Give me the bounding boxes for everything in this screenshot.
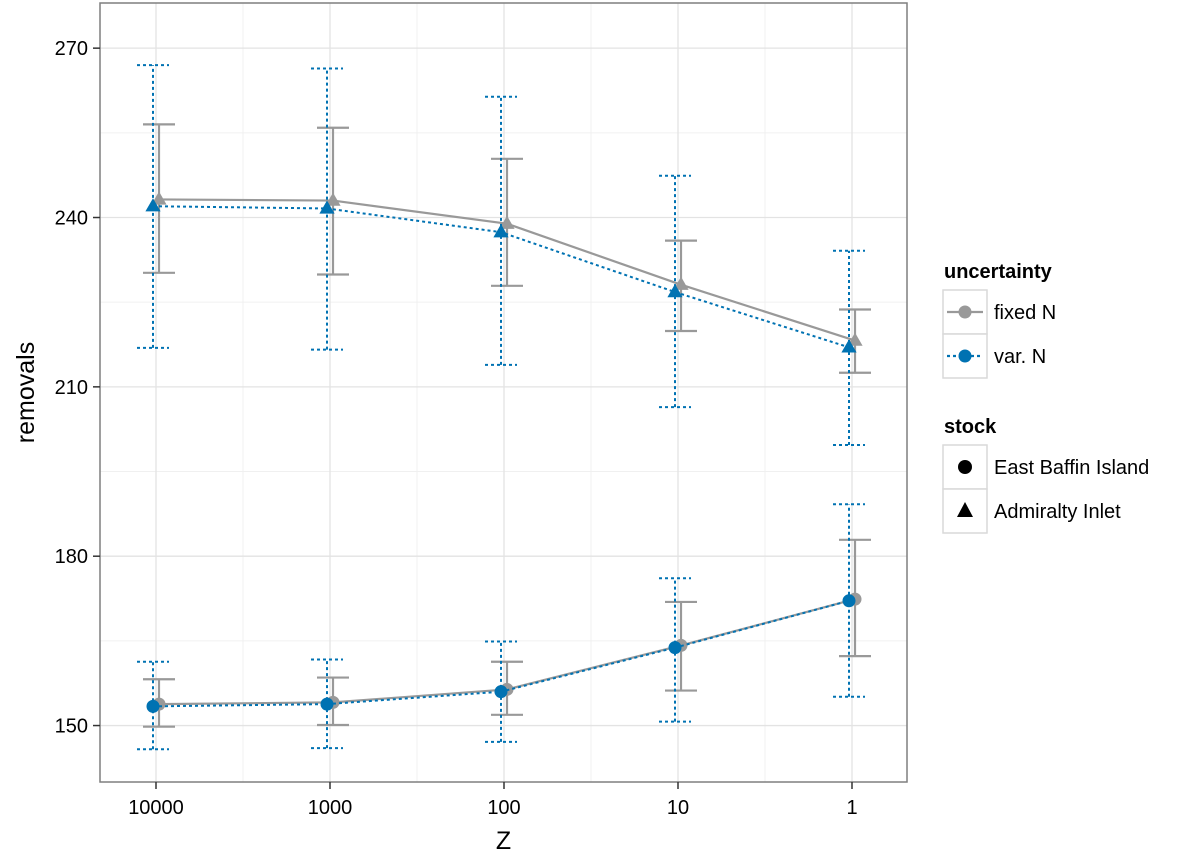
- legend-key-triangle-icon: [957, 502, 973, 517]
- y-tick-label: 180: [55, 546, 88, 568]
- data-point-triangle: [493, 224, 509, 238]
- legend-uncertainty: uncertainty fixed N var. N: [942, 261, 1056, 379]
- y-tick-label: 270: [55, 38, 88, 60]
- data-point-triangle: [841, 339, 857, 353]
- data-point-circle: [842, 594, 856, 608]
- x-axis-title: Z: [496, 827, 511, 855]
- data-point-triangle: [847, 332, 863, 346]
- legend-key-circle-icon: [958, 460, 972, 474]
- legend-stock-title: stock: [944, 416, 997, 438]
- data-point-circle: [494, 685, 508, 699]
- data-point-triangle: [319, 200, 335, 214]
- data-point-circle: [668, 641, 682, 655]
- legend-key-point-var: [958, 349, 972, 363]
- legend-label-var-n: var. N: [994, 346, 1046, 368]
- x-tick-label: 10000: [128, 797, 184, 819]
- legend-label-east-baffin: East Baffin Island: [994, 457, 1149, 479]
- x-tick-label: 100: [487, 797, 520, 819]
- series-var-n-east-baffin: [137, 503, 865, 751]
- series-var-n-admiralty: [137, 64, 865, 446]
- data-point-triangle: [667, 284, 683, 298]
- series-layer: [137, 64, 871, 751]
- legend-label-admiralty: Admiralty Inlet: [994, 501, 1121, 523]
- data-point-triangle: [673, 276, 689, 290]
- y-axis-title: removals: [12, 342, 40, 443]
- series-fixed-n-admiralty: [143, 123, 871, 374]
- data-point-triangle: [151, 191, 167, 205]
- data-point-circle: [146, 699, 160, 713]
- x-tick-label: 10: [667, 797, 689, 819]
- legend-uncertainty-title: uncertainty: [944, 261, 1053, 283]
- grid-major: [100, 3, 907, 782]
- axes-layer: 150 180 210 240 270 10000 1000 100 10 1: [55, 38, 858, 819]
- data-point-triangle: [325, 192, 341, 206]
- legend-stock: stock East Baffin Island Admiralty Inlet: [942, 416, 1149, 534]
- data-point-triangle: [145, 198, 161, 212]
- legend-label-fixed-n: fixed N: [994, 302, 1056, 324]
- x-tick-label: 1: [846, 797, 857, 819]
- series-fixed-n-east-baffin: [143, 538, 871, 728]
- y-tick-label: 150: [55, 716, 88, 738]
- data-point-circle: [320, 697, 334, 711]
- x-tick-label: 1000: [308, 797, 353, 819]
- y-tick-label: 210: [55, 377, 88, 399]
- data-point-triangle: [499, 215, 515, 229]
- y-tick-label: 240: [55, 208, 88, 230]
- legend-key-point-fixed: [958, 305, 972, 319]
